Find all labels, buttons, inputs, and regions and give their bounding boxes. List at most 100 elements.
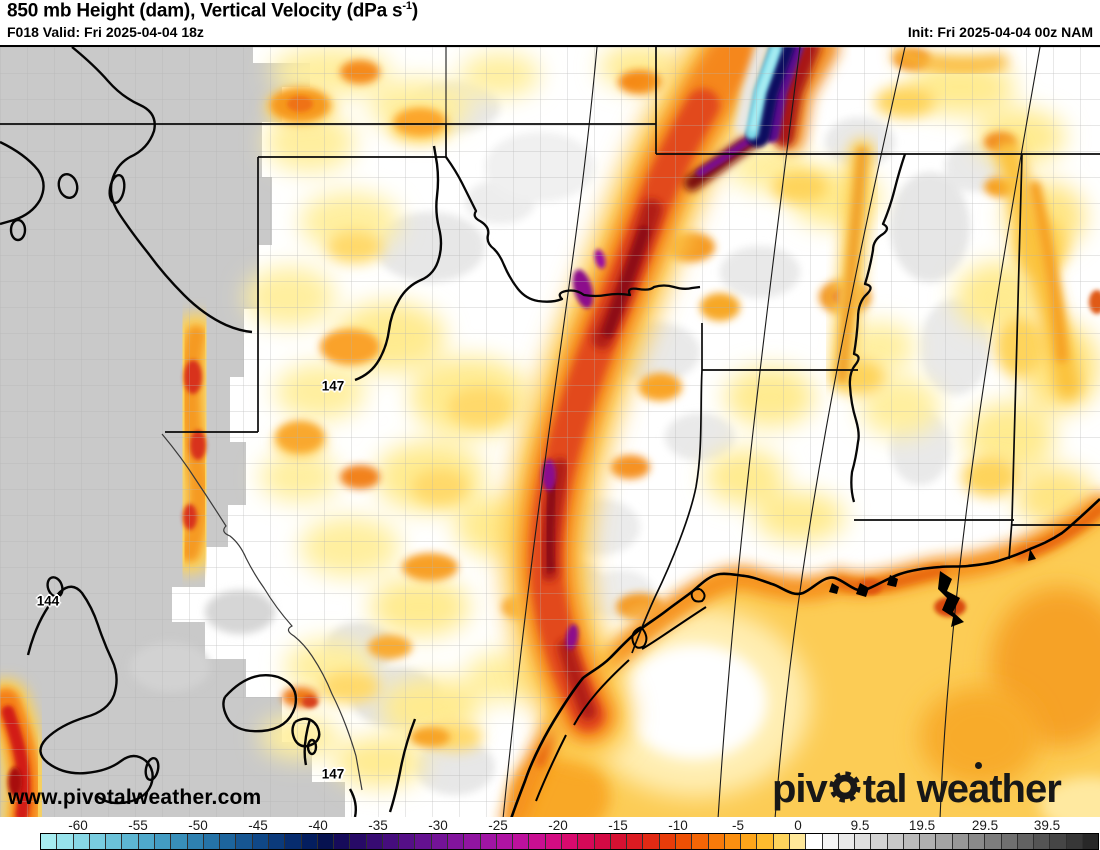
colorbar-cell: [41, 834, 58, 849]
colorbar-cell: [773, 834, 790, 849]
colorbar-cell: [122, 834, 139, 849]
colorbar-cell: [838, 834, 856, 849]
colorbar-cell: [1034, 834, 1051, 849]
colorbar-cell: [610, 834, 628, 849]
colorbar-tick-label: 39.5: [1033, 818, 1061, 833]
colorbar-cell: [871, 834, 888, 849]
colorbar-tick-row: -60 -55 -50 -45 -40 -35 -30 -25 -20 -15 -10 -5 0 9.5 1…: [0, 817, 1100, 833]
colorbar-cell: [952, 834, 970, 849]
colorbar-cell: [757, 834, 774, 849]
colorbar-tick-label: -50: [188, 818, 208, 833]
colorbar-cell: [562, 834, 579, 849]
colorbar-cell: [187, 834, 204, 849]
colorbar-tick-label: -10: [668, 818, 688, 833]
colorbar-cell: [806, 834, 823, 849]
colorbar-cell: [789, 834, 807, 849]
colorbar-cell: [415, 834, 432, 849]
colorbar-cell: [1017, 834, 1035, 849]
colorbar-cell: [822, 834, 839, 849]
logo-text-a: a: [967, 761, 990, 811]
colorbar-tick-label: 0: [794, 818, 802, 833]
colorbar-cell: [969, 834, 986, 849]
colorbar-tick-label: -55: [128, 818, 148, 833]
colorbar-cell: [464, 834, 481, 849]
pivotal-weather-logo: piv tal we a ther: [772, 761, 1062, 811]
colorbar-cell: [268, 834, 286, 849]
colorbar-cell: [301, 834, 318, 849]
colorbar-cell: [154, 834, 172, 849]
colorbar-cell: [985, 834, 1002, 849]
colorbar-cell: [448, 834, 465, 849]
colorbar-cell: [1001, 834, 1018, 849]
init-time-label: Init: Fri 2025-04-04 00z NAM: [907, 24, 1093, 40]
colorbar-tick-label: -60: [68, 818, 88, 833]
colorbar-cell: [1050, 834, 1067, 849]
colorbar-cell: [317, 834, 335, 849]
colorbar-cell: [578, 834, 595, 849]
colorbar-cell: [675, 834, 693, 849]
height-contour-label: 144: [36, 593, 60, 609]
colorbar-tick-label: -40: [308, 818, 328, 833]
forecast-map[interactable]: 147 144 147: [0, 45, 1100, 819]
colorbar-cell: [887, 834, 904, 849]
colorbar-cell: [366, 834, 383, 849]
colorbar-tick-label: 19.5: [908, 818, 936, 833]
colorbar-cell: [57, 834, 74, 849]
colorbar-cell: [903, 834, 921, 849]
colorbar-cell: [1066, 834, 1083, 849]
colorbar-cell: [724, 834, 742, 849]
colorbar-tick-label: -15: [608, 818, 628, 833]
state-borders: [0, 47, 1100, 654]
colorbar-cell: [920, 834, 937, 849]
coastline: [509, 498, 1100, 819]
height-contour-label: 147: [321, 766, 345, 782]
colorbar-cell: [936, 834, 953, 849]
colorbar-cell: [741, 834, 758, 849]
logo-text-piv: piv: [772, 766, 828, 811]
colorbar-cell: [220, 834, 237, 849]
colorbar-cell: [106, 834, 123, 849]
colorbar-tick-label: 29.5: [971, 818, 999, 833]
colorbar-cell: [171, 834, 188, 849]
colorbar-tick-label: -45: [248, 818, 268, 833]
height-contour-label: 147: [321, 378, 345, 394]
page-title: 850 mb Height (dam), Vertical Velocity (…: [7, 0, 418, 22]
colorbar-cell: [138, 834, 155, 849]
colorbar-cell: [529, 834, 546, 849]
colorbar-cell: [431, 834, 449, 849]
logo-text-ther: ther: [989, 766, 1062, 811]
colorbar-cell: [350, 834, 367, 849]
colorbar-cell: [334, 834, 351, 849]
colorbar-cell: [480, 834, 497, 849]
valid-time-label: F018 Valid: Fri 2025-04-04 18z: [7, 24, 204, 40]
rio-grande: [161, 433, 363, 791]
colorbar-cell: [73, 834, 90, 849]
colorbar-cell: [659, 834, 676, 849]
colorbar-cell: [236, 834, 253, 849]
colorbar-cell: [545, 834, 562, 849]
colorbar-cell: [89, 834, 107, 849]
colorbar-cell: [252, 834, 269, 849]
colorbar-cell: [496, 834, 514, 849]
graticule-lines: [445, 47, 1041, 819]
colorbar: [40, 833, 1099, 850]
colorbar-tick-label: -30: [428, 818, 448, 833]
colorbar-cell: [708, 834, 725, 849]
colorbar-cell: [643, 834, 660, 849]
barrier-islands: [535, 588, 707, 802]
colorbar-cell: [399, 834, 416, 849]
colorbar-cell: [203, 834, 221, 849]
colorbar-cell: [1083, 834, 1099, 849]
colorbar-tick-label: -35: [368, 818, 388, 833]
colorbar-tick-label: 9.5: [850, 818, 870, 833]
colorbar-tick-label: -5: [731, 818, 745, 833]
gulf-warm-field: [501, 493, 1100, 819]
colorbar-cell: [627, 834, 644, 849]
river-borders: [445, 153, 907, 503]
gear-icon: [828, 770, 862, 811]
height-contours: [0, 47, 443, 818]
watermark-url: www.pivotalweather.com: [8, 786, 262, 809]
county-grid: [0, 47, 1100, 819]
logo-text-tal-we: tal we: [862, 766, 969, 811]
